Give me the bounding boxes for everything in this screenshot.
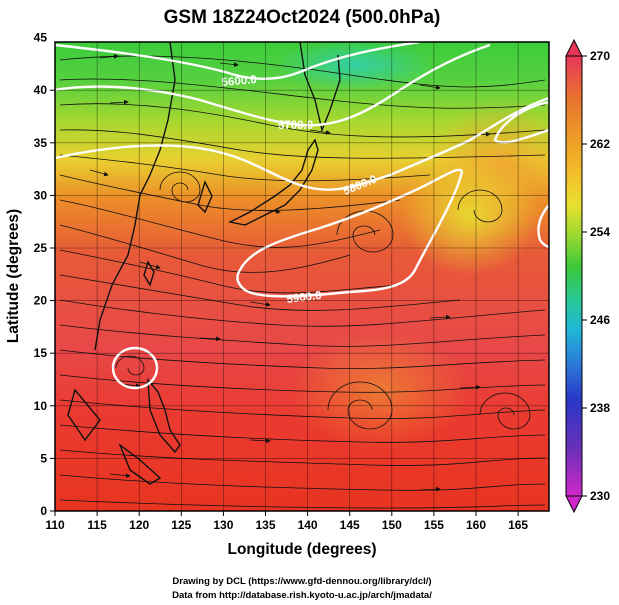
- x-tick-label: 125: [171, 518, 191, 532]
- colorbar-tick-label: 230: [590, 489, 610, 503]
- contour-label-5600: 5600.0: [221, 74, 257, 89]
- colorbar-tick-label: 262: [590, 137, 610, 151]
- y-tick-label: 45: [34, 31, 48, 45]
- x-axis-label: Longitude (degrees): [228, 541, 377, 558]
- x-axis: [54, 511, 519, 516]
- coastlines: [67, 42, 341, 485]
- y-tick-label: 20: [34, 294, 48, 308]
- height-contours: [55, 42, 549, 390]
- contour-label-5700: 5700.0: [278, 120, 313, 132]
- y-tick-label: 5: [40, 451, 47, 465]
- y-axis: [50, 89, 55, 512]
- colorbar-tick-label: 254: [590, 225, 610, 239]
- x-tick-label: 140: [298, 518, 318, 532]
- x-tick-label: 120: [129, 518, 149, 532]
- credit-data: Data from http://database.rish.kyoto-u.a…: [172, 590, 432, 601]
- x-tick-label: 145: [340, 518, 360, 532]
- colorbar-gradient: [565, 55, 583, 497]
- x-tick-label: 115: [87, 518, 107, 532]
- contour-east-edge: [537, 204, 549, 249]
- colorbar-tick-label: 270: [590, 49, 610, 63]
- cyan-region-north: [275, 42, 435, 90]
- x-tick-label: 165: [508, 518, 528, 532]
- contour-typhoon: [111, 346, 159, 390]
- credit-drawing: Drawing by DCL (https://www.gfd-dennou.o…: [172, 576, 431, 587]
- x-tick-label: 150: [382, 518, 402, 532]
- y-axis-label: Latitude (degrees): [5, 209, 22, 343]
- contour-5900: [236, 168, 464, 298]
- colorbar-tick-label: 238: [590, 401, 610, 415]
- streamlines: [59, 55, 546, 509]
- chart-title: GSM 18Z24Oct2024 (500.0hPa): [164, 7, 441, 28]
- y-tick-label: 0: [40, 504, 47, 518]
- y-tick-label: 15: [34, 346, 48, 360]
- y-tick-label: 35: [34, 136, 48, 150]
- y-tick-labels: 0 5 10 15 20 25 30 35 40 45: [34, 31, 48, 518]
- x-tick-label: 135: [255, 518, 275, 532]
- plot-frame: [54, 41, 550, 512]
- x-tick-label: 160: [466, 518, 486, 532]
- y-tick-label: 10: [34, 399, 48, 413]
- x-tick-labels: 110 115 120 125 130 135 140 145 150 155 …: [45, 518, 528, 532]
- x-tick-label: 155: [424, 518, 444, 532]
- plot-area: 5600.0 5700.0 5800.0 5900.0: [55, 42, 549, 511]
- colorbar: 270 262 254 246 238 230: [565, 38, 610, 514]
- contour-5800: [55, 96, 549, 191]
- contour-5900-east: [493, 100, 549, 144]
- graticule: [55, 42, 549, 511]
- x-tick-label: 130: [213, 518, 233, 532]
- x-tick-label: 110: [45, 518, 65, 532]
- colorbar-bottom-arrow: [565, 495, 583, 514]
- warm-region-subtropical: [290, 330, 470, 450]
- colorbar-top-arrow: [565, 38, 583, 57]
- y-tick-label: 40: [34, 83, 48, 97]
- y-tick-label: 30: [34, 188, 48, 202]
- contour-5600: [55, 42, 421, 80]
- y-tick-label: 25: [34, 241, 48, 255]
- colorbar-tick-label: 246: [590, 313, 610, 327]
- yellow-region-northeast: [400, 155, 540, 275]
- contour-label-5900: 5900.0: [286, 290, 322, 306]
- contour-5700: [55, 43, 491, 127]
